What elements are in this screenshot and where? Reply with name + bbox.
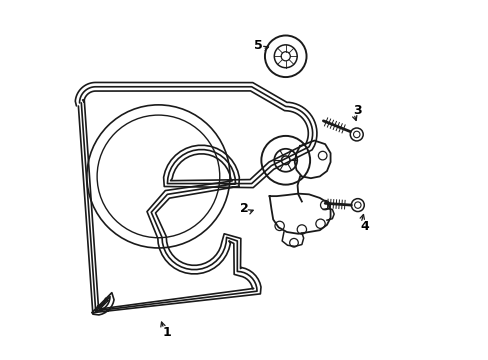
Text: 1: 1 [163,326,171,339]
Text: 2: 2 [240,202,248,215]
Text: 3: 3 [352,104,361,117]
Text: 4: 4 [360,220,368,233]
Text: 5: 5 [254,39,263,52]
